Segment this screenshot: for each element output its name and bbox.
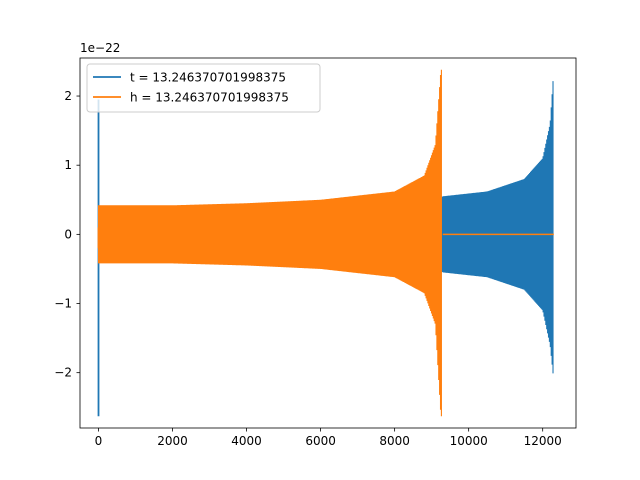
x-tick-label: 4000	[231, 434, 262, 448]
y-tick-label: −1	[54, 297, 72, 311]
y-tick-label: 0	[64, 227, 72, 241]
y-tick-label: −2	[54, 366, 72, 380]
series-h	[97, 69, 554, 417]
x-tick-label: 12000	[524, 434, 562, 448]
x-tick-label: 2000	[157, 434, 188, 448]
y-tick-label: 1	[64, 158, 72, 172]
axes-frame	[79, 57, 577, 429]
legend-label: h = 13.246370701998375	[130, 91, 289, 105]
y-tick-label: 2	[64, 89, 72, 103]
x-tick-label: 10000	[450, 434, 488, 448]
y-axis-offset-label: 1e−22	[80, 41, 120, 55]
legend-box	[86, 63, 321, 113]
x-tick-label: 0	[95, 434, 103, 448]
x-tick-label: 8000	[379, 434, 410, 448]
legend-label: t = 13.246370701998375	[130, 71, 286, 85]
y-axis-ticks: 2 1 0 −1 −2	[54, 89, 80, 380]
plot-area	[97, 69, 554, 417]
legend: t = 13.246370701998375 h = 13.24637070199…	[86, 63, 321, 113]
x-tick-label: 6000	[305, 434, 336, 448]
x-axis-ticks: 0 2000 4000 6000 8000 10000 12000	[95, 428, 562, 448]
